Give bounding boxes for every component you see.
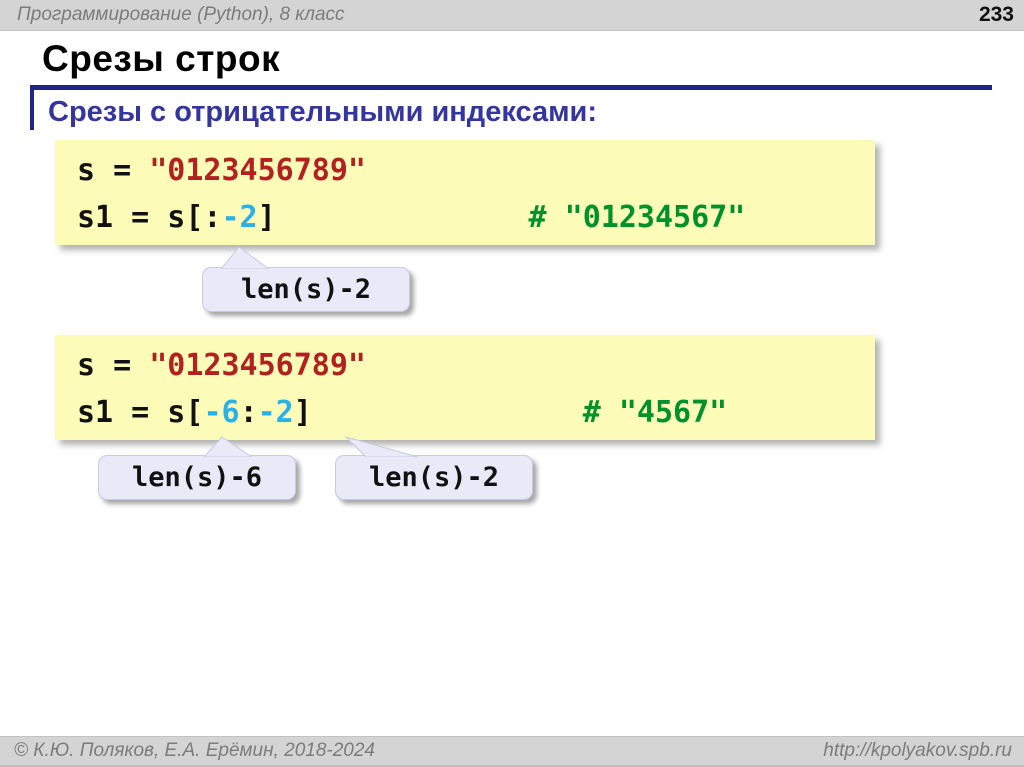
course-label: Программирование (Python), 8 класс: [17, 4, 345, 25]
subtitle: Срезы с отрицательными индексами:: [48, 96, 598, 128]
title-underline: [30, 85, 992, 130]
site-url: http://kpolyakov.spb.ru: [823, 740, 1012, 761]
callout-label: len(s)-2: [240, 274, 372, 305]
code-line: s = "0123456789": [77, 348, 366, 383]
code-line: s1 = s[-6:-2] # "4567": [77, 395, 728, 430]
callout-len-s-minus-2-bottom: len(s)-2: [335, 436, 533, 500]
callout-tail-icon: [220, 246, 270, 269]
page-number: 233: [978, 3, 1014, 26]
callout-label: len(s)-6: [131, 462, 263, 493]
page-title: Срезы строк: [42, 38, 281, 79]
code-line: s1 = s[:-2] # "01234567": [77, 200, 746, 235]
footer-bar: © К.Ю. Поляков, Е.А. Ерёмин, 2018-2024 h…: [0, 736, 1024, 767]
code-box-slice-both: s = "0123456789" s1 = s[-6:-2] # "4567": [55, 335, 875, 440]
code-box-slice-end: s = "0123456789" s1 = s[:-2] # "01234567…: [55, 140, 875, 245]
header-bar: Программирование (Python), 8 класс 233: [0, 0, 1024, 31]
callout-label: len(s)-2: [368, 462, 500, 493]
callout-len-s-minus-6: len(s)-6: [98, 436, 296, 500]
callout-len-s-minus-2-top: len(s)-2: [202, 246, 410, 312]
copyright-label: © К.Ю. Поляков, Е.А. Ерёмин, 2018-2024: [14, 740, 375, 761]
code-line: s = "0123456789": [77, 153, 366, 188]
